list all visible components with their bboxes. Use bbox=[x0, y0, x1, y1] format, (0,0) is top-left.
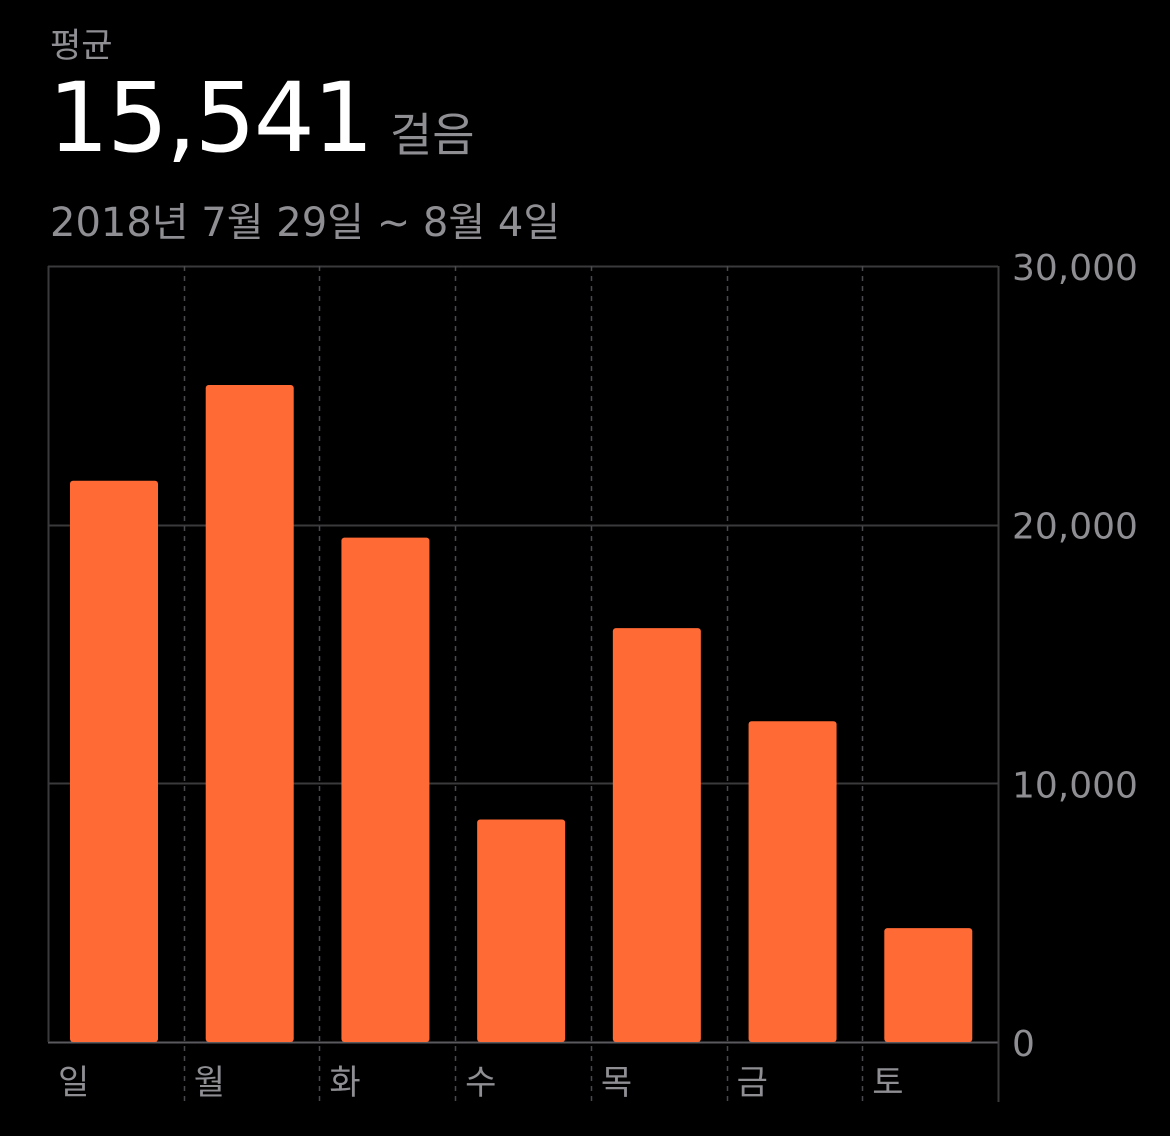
summary: 15,541 걸음 bbox=[48, 70, 475, 166]
y-tick-label: 30,000 bbox=[1012, 248, 1138, 289]
y-tick-label: 0 bbox=[1012, 1024, 1035, 1065]
bar-2 bbox=[205, 384, 294, 1042]
steps-unit: 걸음 bbox=[389, 108, 475, 162]
bar-6 bbox=[748, 721, 837, 1042]
x-category-label: 수 bbox=[465, 1063, 496, 1103]
x-category-label: 화 bbox=[329, 1063, 360, 1103]
date-range: 2018년 7월 29일 ~ 8월 4일 bbox=[50, 200, 561, 246]
x-category-label: 월 bbox=[194, 1063, 225, 1103]
bar-4 bbox=[477, 819, 566, 1042]
x-category-label: 일 bbox=[58, 1063, 89, 1103]
x-category-label: 토 bbox=[872, 1063, 903, 1103]
y-tick-label: 20,000 bbox=[1012, 507, 1138, 548]
bar-3 bbox=[341, 537, 430, 1042]
bar-7 bbox=[884, 928, 973, 1042]
bar-1 bbox=[70, 480, 158, 1042]
average-steps-value: 15,541 bbox=[48, 62, 374, 174]
y-tick-label: 10,000 bbox=[1012, 765, 1138, 806]
bar-5 bbox=[612, 628, 701, 1042]
x-category-label: 금 bbox=[737, 1063, 768, 1103]
average-label: 평균 bbox=[50, 26, 113, 66]
x-category-label: 목 bbox=[601, 1063, 632, 1103]
